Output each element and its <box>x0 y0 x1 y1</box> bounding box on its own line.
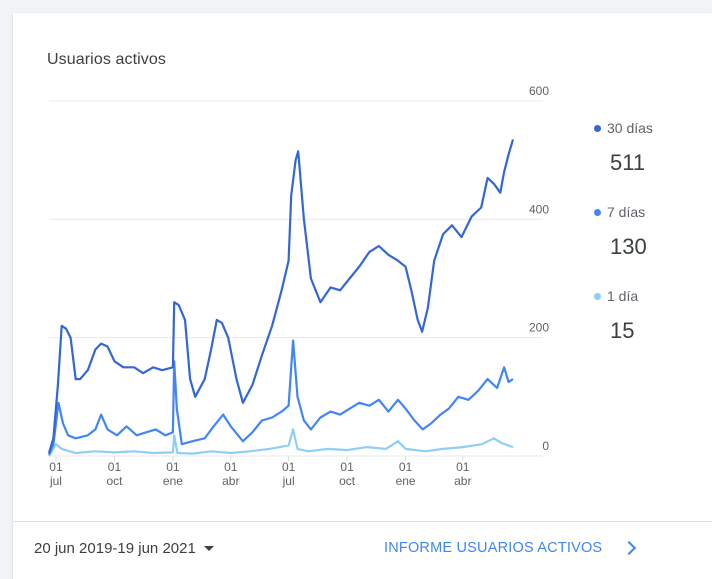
report-link-label: INFORME USUARIOS ACTIVOS <box>384 540 603 556</box>
y-tick-label: 400 <box>529 202 549 216</box>
x-tick-day-label: 01 <box>108 460 122 474</box>
x-tick-day-label: 01 <box>166 460 180 474</box>
x-tick-month-label: oct <box>339 474 356 488</box>
legend-label-1-dia: 1 día <box>607 288 639 304</box>
card-title: Usuarios activos <box>47 51 166 68</box>
date-range-label: 20 jun 2019-19 jun 2021 <box>34 540 196 557</box>
x-tick-day-label: 01 <box>282 460 296 474</box>
x-tick-month-label: ene <box>163 474 183 488</box>
legend-item-30-dias: 30 días 511 <box>594 120 653 176</box>
y-axis-ticks: 0 200 400 600 <box>529 84 549 453</box>
series-line-1-día <box>48 428 514 457</box>
x-tick-day-label: 01 <box>224 460 238 474</box>
series-lines <box>47 139 515 457</box>
series-line-30-días <box>47 139 515 454</box>
legend-item-7-dias: 7 días 130 <box>594 204 653 260</box>
x-tick-month-label: abr <box>222 474 239 488</box>
legend-dot-1-dia <box>594 292 601 300</box>
x-tick-month-label: jul <box>49 474 62 488</box>
y-tick-label: 200 <box>529 321 549 335</box>
caret-down-icon <box>203 546 214 551</box>
x-tick-month-label: oct <box>106 474 123 488</box>
active-users-card: Usuarios activos 0 200 400 600 01 jul 01 oct 01… <box>13 13 712 579</box>
legend-value-7-dias: 130 <box>610 234 647 259</box>
x-tick-month-label: jul <box>282 474 295 488</box>
active-users-report-link[interactable]: INFORME USUARIOS ACTIVOS <box>384 540 637 556</box>
x-tick-day-label: 01 <box>456 460 470 474</box>
legend-label-30-dias: 30 días <box>607 120 653 136</box>
y-tick-label: 600 <box>529 84 549 98</box>
series-line-7-días <box>47 339 514 456</box>
legend-item-1-dia: 1 día 15 <box>594 288 653 344</box>
x-tick-day-label: 01 <box>49 460 63 474</box>
legend-dot-7-dias <box>594 208 601 216</box>
y-tick-label: 0 <box>542 439 549 453</box>
legend-dot-30-dias <box>594 124 601 132</box>
x-tick-month-label: abr <box>454 474 471 488</box>
legend: 30 días 511 7 días 130 1 día 15 <box>594 120 653 344</box>
x-tick-day-label: 01 <box>399 460 413 474</box>
grid-lines <box>49 100 543 457</box>
legend-value-1-dia: 15 <box>610 318 635 343</box>
footer-divider <box>13 521 712 522</box>
chevron-right-icon <box>622 540 637 556</box>
legend-label-7-dias: 7 días <box>607 204 646 220</box>
date-range-selector[interactable]: 20 jun 2019-19 jun 2021 <box>34 540 214 557</box>
x-tick-month-label: ene <box>396 474 416 488</box>
legend-value-30-dias: 511 <box>610 150 646 175</box>
x-tick-day-label: 01 <box>340 460 354 474</box>
